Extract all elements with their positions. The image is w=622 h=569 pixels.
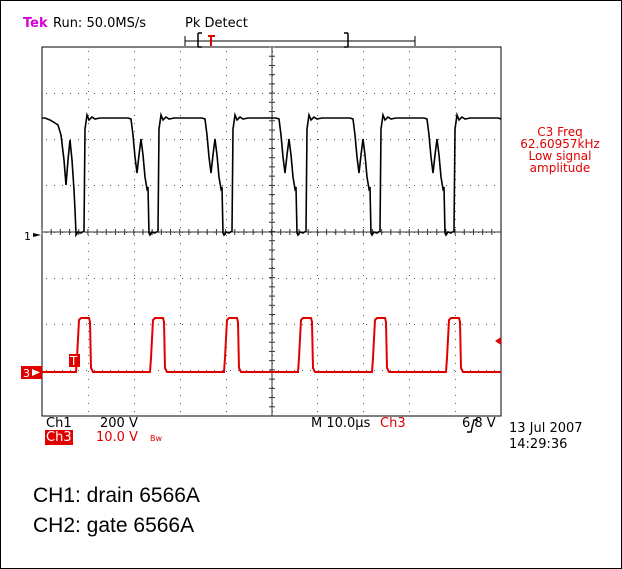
record-view-bar [184, 32, 416, 48]
caption-ch2: CH2: gate 6566A [33, 514, 195, 537]
ch3-trace [42, 317, 501, 373]
c3-freq-readout: C3 Freq 62.60957kHz Low signal amplitude [505, 126, 615, 174]
ch3-scale: 10.0 V [96, 430, 138, 445]
run-status: Run: 50.0MS/s [53, 16, 147, 31]
ch1-scale: 200 V [100, 416, 138, 431]
graticule-grid [41, 46, 501, 416]
acquisition-mode: Pk Detect [185, 16, 248, 31]
ch3-marker: 3 [23, 367, 30, 380]
trigger-marker: T [69, 354, 78, 368]
ch1-trace [42, 111, 502, 238]
freq-note-1: Low signal [528, 149, 592, 163]
freq-note-2: amplitude [529, 161, 591, 175]
rising-edge-icon [467, 419, 478, 433]
ch1-marker: 1 [24, 230, 31, 243]
date: 13 Jul 2007 [509, 421, 583, 436]
time: 14:29:36 [509, 437, 568, 452]
ch1-marker-arrow [33, 233, 41, 237]
trigger-source: Ch3 [380, 416, 406, 431]
ch3-marker-arrow [32, 369, 40, 376]
brand-label: Tek [23, 16, 48, 31]
trigger-level-arrow [495, 337, 501, 345]
freq-value: 62.60957kHz [520, 137, 600, 151]
caption-ch1: CH1: drain 6566A [33, 484, 200, 507]
ch3-label: Ch3 [45, 430, 73, 445]
ch3-marker-box [21, 366, 42, 379]
trigger-marker-box [69, 354, 80, 367]
ch1-label: Ch1 [46, 416, 72, 431]
trigger-level: 6.8 V [462, 416, 496, 431]
ch3-bandwidth: Bw [150, 434, 163, 443]
freq-title: C3 Freq [537, 125, 583, 139]
timebase: M 10.0µs [311, 416, 371, 431]
